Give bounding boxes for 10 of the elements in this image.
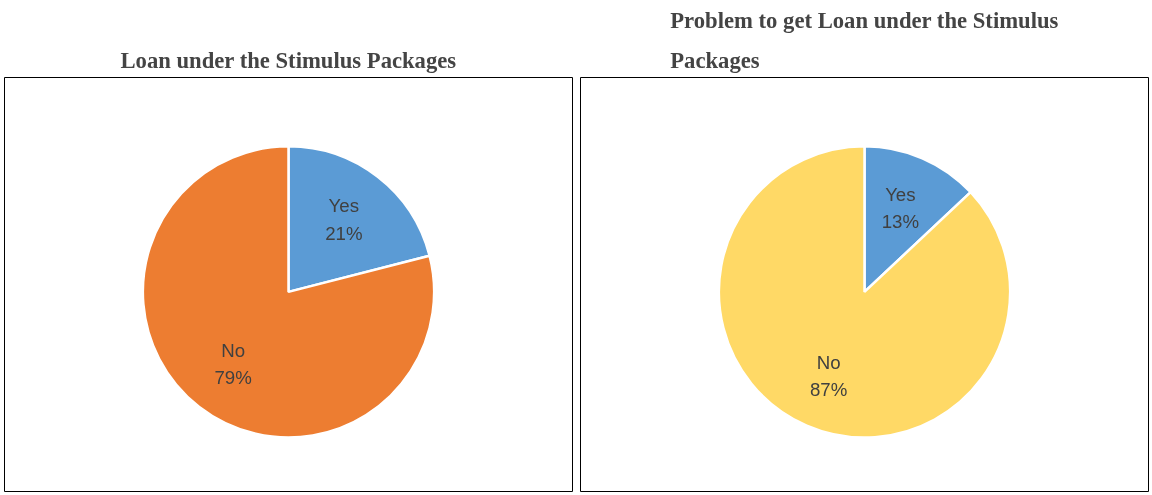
slice-label: No	[221, 340, 246, 362]
chart-title: Loan under the Stimulus Packages	[120, 47, 457, 73]
slice-label: Yes	[328, 195, 360, 217]
data-label: 79%	[214, 367, 252, 389]
data-label: 21%	[325, 222, 363, 244]
slice-label: Yes	[885, 183, 916, 205]
slice-label: No	[816, 351, 841, 373]
data-label: 13%	[881, 210, 920, 232]
data-label: 87%	[809, 379, 848, 401]
chart-title: Problem to get Loan under the Stimulus Packages	[670, 7, 1059, 73]
